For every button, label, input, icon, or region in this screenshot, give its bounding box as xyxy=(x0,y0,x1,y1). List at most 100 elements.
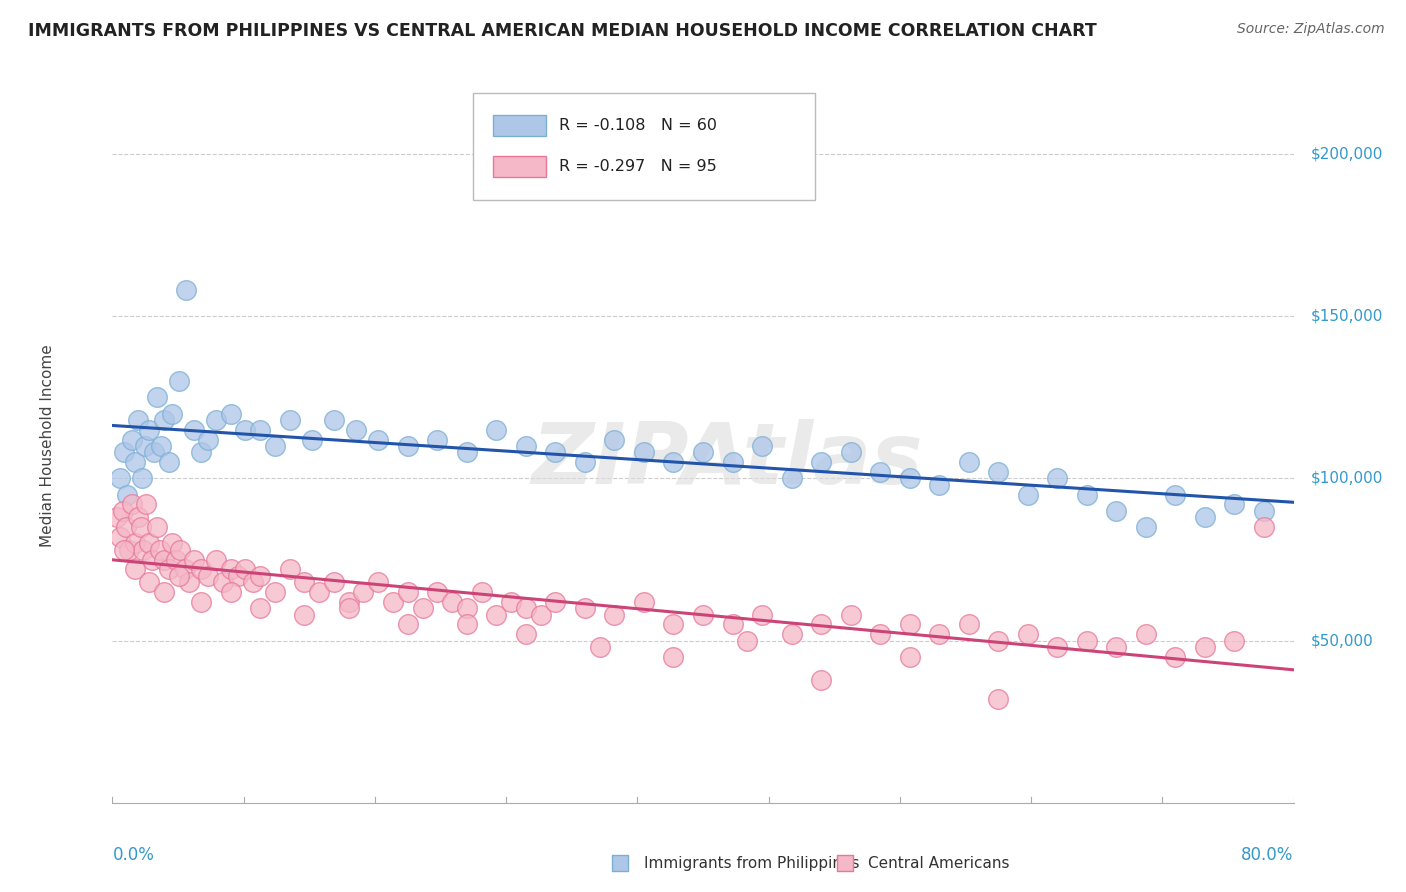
Point xyxy=(692,607,714,622)
Point xyxy=(117,488,138,502)
Point xyxy=(138,536,160,550)
Point xyxy=(574,601,596,615)
Point xyxy=(456,445,478,459)
Point xyxy=(603,433,626,447)
Point xyxy=(987,633,1010,648)
Point xyxy=(142,445,165,459)
Text: $200,000: $200,000 xyxy=(1312,146,1384,161)
Point xyxy=(426,433,449,447)
Point xyxy=(111,504,134,518)
Point xyxy=(118,542,141,557)
Point xyxy=(146,390,169,404)
Point xyxy=(278,413,301,427)
Point xyxy=(1017,627,1039,641)
Point xyxy=(190,445,212,459)
Point xyxy=(456,601,478,615)
Point xyxy=(751,439,773,453)
Point xyxy=(146,520,169,534)
Point xyxy=(233,423,256,437)
Point xyxy=(127,413,149,427)
Point xyxy=(780,627,803,641)
Point xyxy=(108,530,131,544)
Point xyxy=(662,649,685,664)
Point xyxy=(839,607,862,622)
Point xyxy=(898,649,921,664)
Point xyxy=(1253,520,1275,534)
Point xyxy=(1164,649,1187,664)
Point xyxy=(149,542,172,557)
Point xyxy=(205,552,228,566)
Point xyxy=(121,497,143,511)
Point xyxy=(869,627,891,641)
Point xyxy=(603,607,626,622)
Point xyxy=(323,413,346,427)
Point xyxy=(1194,640,1216,654)
Point xyxy=(337,595,360,609)
Text: $150,000: $150,000 xyxy=(1312,309,1384,324)
Point xyxy=(190,595,212,609)
Point xyxy=(737,633,759,648)
Point xyxy=(212,575,235,590)
Point xyxy=(1017,796,1039,810)
Point xyxy=(323,575,346,590)
Point xyxy=(515,627,537,641)
Point xyxy=(839,445,862,459)
Point xyxy=(1105,504,1128,518)
Point xyxy=(780,471,803,485)
Point xyxy=(1253,504,1275,518)
Point xyxy=(411,601,433,615)
Point xyxy=(153,552,176,566)
Point xyxy=(292,575,315,590)
Point xyxy=(574,455,596,469)
Point xyxy=(174,283,197,297)
Point xyxy=(135,497,157,511)
Text: R = -0.108   N = 60: R = -0.108 N = 60 xyxy=(560,118,717,133)
Text: Immigrants from Philippines: Immigrants from Philippines xyxy=(644,856,859,871)
Point xyxy=(249,568,271,582)
Point xyxy=(278,562,301,576)
Point xyxy=(396,585,419,599)
Point xyxy=(529,607,551,622)
Point xyxy=(987,465,1010,479)
Point xyxy=(134,439,156,453)
Point xyxy=(869,465,891,479)
Point xyxy=(205,413,228,427)
Point xyxy=(150,439,173,453)
Point xyxy=(396,617,419,632)
Point xyxy=(396,439,419,453)
Point xyxy=(633,595,655,609)
Point xyxy=(721,617,744,632)
Point xyxy=(721,455,744,469)
Point xyxy=(197,433,219,447)
Point xyxy=(426,585,449,599)
Point xyxy=(1135,627,1157,641)
Point xyxy=(987,692,1010,706)
Point xyxy=(157,455,180,469)
Point xyxy=(138,575,160,590)
Point xyxy=(112,542,135,557)
Text: IMMIGRANTS FROM PHILIPPINES VS CENTRAL AMERICAN MEDIAN HOUSEHOLD INCOME CORRELAT: IMMIGRANTS FROM PHILIPPINES VS CENTRAL A… xyxy=(28,22,1097,40)
Point xyxy=(633,445,655,459)
Point xyxy=(1105,640,1128,654)
Point xyxy=(441,595,464,609)
Point xyxy=(501,595,523,609)
Point xyxy=(1135,520,1157,534)
Point xyxy=(160,536,183,550)
Point xyxy=(124,536,146,550)
Point xyxy=(183,552,205,566)
Point xyxy=(344,423,367,437)
Point xyxy=(352,585,374,599)
Point xyxy=(1017,488,1039,502)
Text: Median Household Income: Median Household Income xyxy=(39,344,55,548)
Point xyxy=(292,607,315,622)
Point xyxy=(1046,640,1069,654)
Text: R = -0.297   N = 95: R = -0.297 N = 95 xyxy=(560,159,717,174)
Point xyxy=(470,585,494,599)
Point xyxy=(367,575,389,590)
Point xyxy=(183,423,205,437)
Point xyxy=(131,471,153,485)
Text: 80.0%: 80.0% xyxy=(1241,846,1294,863)
Point xyxy=(249,601,271,615)
Point xyxy=(957,617,980,632)
Point xyxy=(544,595,567,609)
